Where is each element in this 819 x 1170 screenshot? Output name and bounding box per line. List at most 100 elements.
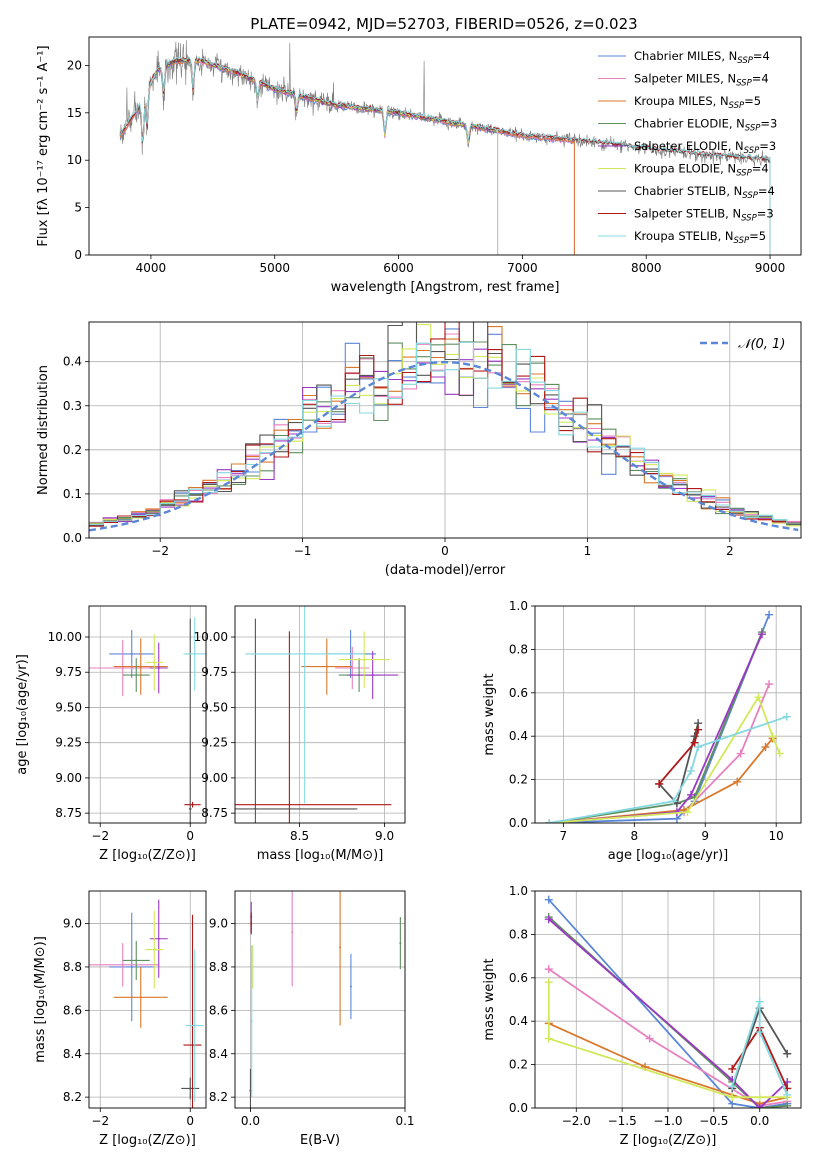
x-tick-label: 9000 bbox=[755, 261, 786, 275]
weight-marker bbox=[782, 712, 791, 721]
y-tick-label: 8.75 bbox=[55, 806, 82, 820]
weight-marker bbox=[755, 1104, 764, 1108]
x-tick-label: −1 bbox=[294, 544, 312, 558]
errorbar-point bbox=[251, 965, 254, 968]
weight-marker bbox=[544, 915, 553, 924]
residual-histogram bbox=[89, 322, 801, 527]
model-spectrum-line bbox=[119, 56, 771, 255]
y-tick-label: 0.3 bbox=[63, 399, 82, 413]
y-axis-label: Flux [fλ 10⁻¹⁷ erg cm⁻² s⁻¹ A⁻¹] bbox=[36, 45, 51, 246]
legend-nssp: =3 bbox=[759, 139, 776, 153]
legend-subscript: SSP bbox=[745, 124, 761, 134]
x-tick-label: 7 bbox=[560, 829, 568, 843]
legend-entry: Chabrier STELIB, NSSP=4 bbox=[634, 184, 775, 201]
weight-marker bbox=[755, 1028, 764, 1037]
legend-nssp: =3 bbox=[757, 207, 774, 221]
weight-marker bbox=[754, 693, 763, 702]
weight-line bbox=[548, 968, 788, 1107]
model-spectrum-line bbox=[119, 59, 575, 255]
axes-frame: −2 −1 0 1 2 0.0 0.1 0.2 0.3 0.4 (data-model)/error… bbox=[36, 321, 802, 578]
errorbar-point bbox=[139, 996, 142, 999]
weight-line bbox=[549, 614, 770, 823]
legend-subscript: SSP bbox=[734, 236, 750, 246]
plot-area bbox=[89, 617, 206, 823]
y-tick-label: 0.8 bbox=[509, 642, 528, 656]
legend-entry: Salpeter STELIB, NSSP=3 bbox=[634, 207, 774, 224]
plot-area bbox=[89, 322, 801, 532]
errorbar-point bbox=[249, 1089, 252, 1092]
errorbar-point bbox=[288, 803, 291, 806]
y-tick-label: 8.8 bbox=[209, 960, 228, 974]
y-tick-label: 1.0 bbox=[509, 884, 528, 898]
weight-marker bbox=[783, 1049, 792, 1058]
y-tick-label: 8.4 bbox=[209, 1047, 228, 1061]
errorbar-point bbox=[291, 931, 294, 934]
y-tick-label: 1.0 bbox=[509, 599, 528, 613]
legend-entry: Salpeter MILES, NSSP=4 bbox=[634, 72, 769, 89]
errorbar-point bbox=[371, 674, 374, 677]
x-axis-label: Z [log₁₀(Z/Z⊙)] bbox=[99, 848, 196, 863]
x-tick-label: −0.5 bbox=[699, 1114, 728, 1128]
x-tick-label: −2.0 bbox=[562, 1114, 591, 1128]
errorbar-point bbox=[121, 667, 124, 669]
age-vs-metallicity-panel: −2 0 8.75 9.00 9.25 9.50 9.75 10.00 Z [log₁₀(Z/Z… bbox=[15, 605, 207, 863]
y-tick-label: 9.50 bbox=[55, 700, 82, 714]
x-tick-label: −2 bbox=[91, 829, 109, 843]
x-tick-label: −2 bbox=[151, 544, 169, 558]
y-tick-label: 0.0 bbox=[509, 1101, 528, 1115]
errorbar-point bbox=[254, 807, 257, 810]
weight-marker bbox=[544, 1034, 553, 1043]
y-tick-label: 0 bbox=[74, 248, 82, 262]
errorbar-point bbox=[135, 674, 138, 677]
y-tick-label: 15 bbox=[67, 106, 82, 120]
errorbar-point bbox=[189, 807, 192, 810]
axes-border bbox=[88, 605, 207, 824]
y-tick-label: 0.6 bbox=[509, 971, 528, 985]
residuals-panel: −2 −1 0 1 2 0.0 0.1 0.2 0.3 0.4 (data-model)/error… bbox=[36, 321, 802, 578]
weight-marker bbox=[545, 819, 554, 823]
x-tick-label: 5000 bbox=[259, 261, 290, 275]
errorbar-point bbox=[157, 937, 160, 940]
errorbar-point bbox=[351, 667, 354, 669]
residual-histogram bbox=[89, 322, 801, 527]
legend-subscript: SSP bbox=[742, 191, 758, 201]
y-tick-label: 0.4 bbox=[509, 729, 528, 743]
x-tick-label: 0.0 bbox=[241, 1114, 260, 1128]
y-tick-label: 0.0 bbox=[509, 816, 528, 830]
axes-frame: 0.0 0.1 8.2 8.4 8.6 8.8 9.0 E(B-V) bbox=[209, 890, 415, 1148]
weight-marker bbox=[728, 1064, 737, 1073]
weight-line bbox=[549, 631, 763, 823]
axes-frame: 4000 5000 6000 7000 8000 9000 0 5 10 15 20 waveleng… bbox=[36, 36, 802, 295]
weight-line bbox=[548, 1022, 788, 1105]
errorbar-point bbox=[189, 1087, 192, 1090]
plot-area bbox=[235, 606, 399, 823]
errorbar-point bbox=[135, 959, 138, 962]
legend-nssp: =3 bbox=[760, 117, 777, 131]
errorbar-point bbox=[191, 1044, 194, 1047]
weight-line bbox=[549, 695, 781, 823]
axes-frame: −2 0 8.75 9.00 9.25 9.50 9.75 10.00 Z [log₁₀(Z/Z… bbox=[15, 605, 207, 863]
weight-line bbox=[658, 729, 699, 785]
weight-marker bbox=[768, 732, 777, 741]
axes-border bbox=[534, 890, 802, 1109]
x-tick-label: 0.1 bbox=[395, 1114, 414, 1128]
weight-line bbox=[549, 633, 763, 823]
weight-marker bbox=[783, 1101, 792, 1108]
errorbar-point bbox=[130, 965, 133, 968]
errorbar-point bbox=[363, 658, 366, 661]
y-tick-label: 8.2 bbox=[63, 1090, 82, 1104]
y-tick-label: 8.75 bbox=[201, 806, 228, 820]
weight-marker bbox=[687, 766, 696, 775]
residual-histogram bbox=[89, 326, 801, 525]
y-tick-label: 9.75 bbox=[55, 665, 82, 679]
weight-marker bbox=[736, 749, 745, 758]
y-axis-label: age [log₁₀(age/yr)] bbox=[15, 654, 30, 775]
weight-marker bbox=[544, 895, 553, 904]
x-tick-label: 8000 bbox=[631, 261, 662, 275]
weight-marker bbox=[765, 680, 774, 689]
x-axis-label: wavelength [Angstrom, rest frame] bbox=[331, 280, 560, 295]
x-tick-label: 0 bbox=[441, 544, 449, 558]
weight-marker bbox=[755, 997, 764, 1006]
weight-marker bbox=[733, 777, 742, 786]
